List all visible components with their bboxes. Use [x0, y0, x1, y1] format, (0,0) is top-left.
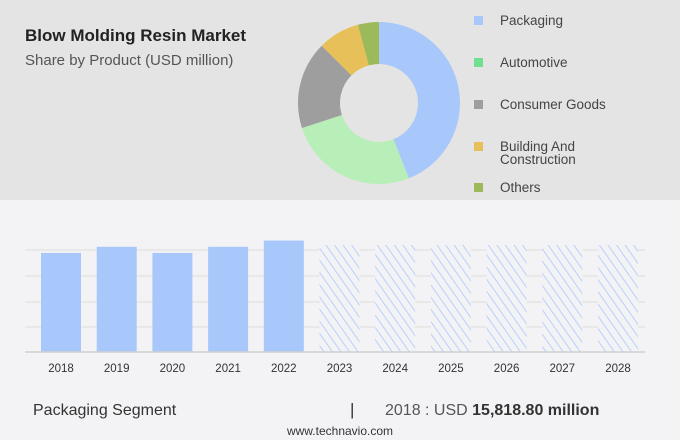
- forecast-bar-2024: [375, 245, 416, 352]
- legend-swatch: [474, 142, 483, 151]
- year-label: 2018 : USD: [385, 402, 473, 419]
- donut-slice-others: [357, 22, 379, 66]
- legend-swatch: [474, 100, 483, 109]
- bar-2022: [263, 240, 304, 352]
- legend-label: Packaging: [500, 13, 564, 28]
- x-tick-label: 2018: [48, 363, 74, 375]
- legend-label: Others: [500, 180, 541, 195]
- x-tick-label: 2019: [104, 363, 130, 375]
- x-tick-label: 2027: [550, 363, 576, 375]
- separator: |: [350, 400, 355, 419]
- x-tick-label: 2028: [605, 363, 631, 375]
- legend-label: Consumer Goods: [500, 97, 606, 112]
- x-tick-label: 2022: [271, 363, 297, 375]
- legend-swatch: [474, 16, 483, 25]
- legend-label: Automotive: [500, 55, 568, 70]
- forecast-bar-2026: [486, 245, 527, 352]
- segment-label: Packaging Segment: [33, 402, 177, 419]
- donut-slice-packaging: [379, 22, 460, 179]
- bar-2020: [152, 252, 193, 352]
- website: www.technavio.com: [286, 424, 394, 438]
- forecast-bar-2025: [430, 245, 471, 352]
- bar-2019: [96, 246, 137, 352]
- forecast-bar-2023: [319, 245, 360, 352]
- x-tick-label: 2024: [382, 363, 408, 375]
- segment-value: 2018 : USD 15,818.80 million: [385, 402, 599, 420]
- forecast-bar-2027: [542, 245, 583, 352]
- donut-slice-automotive: [301, 115, 409, 184]
- legend-swatch: [474, 58, 483, 67]
- x-tick-label: 2023: [327, 363, 353, 375]
- value-text: 15,818.80 million: [472, 402, 600, 419]
- chart-subtitle: Share by Product (USD million): [25, 52, 234, 69]
- legend-swatch: [474, 183, 483, 192]
- forecast-bar-2028: [598, 245, 638, 352]
- x-tick-label: 2020: [160, 363, 186, 375]
- x-tick-label: 2026: [494, 363, 520, 375]
- legend-label: Building And Construction: [500, 139, 576, 167]
- bar-2018: [41, 252, 81, 352]
- x-tick-label: 2025: [438, 363, 464, 375]
- donut-slice-consumer-goods: [298, 45, 352, 129]
- x-tick-label: 2021: [215, 363, 241, 375]
- donut-slice-building-and-construction: [321, 24, 369, 76]
- bar-2021: [208, 246, 249, 352]
- chart-title: Blow Molding Resin Market: [25, 26, 247, 45]
